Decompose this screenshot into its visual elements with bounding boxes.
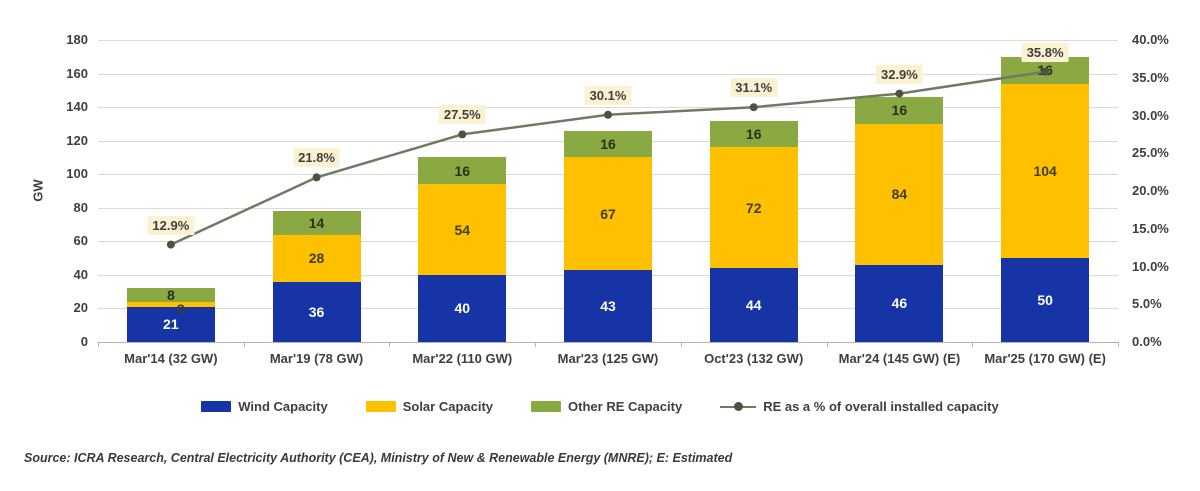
y-axis-tick-right: 5.0%: [1132, 296, 1162, 312]
bar-value-label: 8: [166, 287, 175, 304]
legend-line-marker: [720, 401, 757, 412]
bar-value-label: 16: [891, 102, 908, 119]
y-axis-tick-right: 15.0%: [1132, 220, 1169, 236]
bar-segment: [564, 269, 652, 342]
bar-segment: [126, 288, 215, 302]
line-value-label: 31.1%: [730, 78, 778, 98]
x-axis-tick: [98, 342, 99, 347]
line-value-label: 21.8%: [293, 148, 340, 168]
y-axis-title: GW: [30, 179, 46, 202]
line-marker: [604, 110, 612, 119]
x-axis-category-label: Mar'19 (78 GW): [269, 351, 364, 366]
line-value-label: 30.1%: [584, 85, 632, 105]
source-note: Source: ICRA Research, Central Electrici…: [24, 451, 733, 465]
bar-value-label: 43: [600, 297, 616, 314]
bar-segment: [855, 264, 944, 342]
gridline: [98, 73, 1118, 75]
bar-value-label: 14: [308, 214, 325, 231]
legend-item: Solar Capacity: [365, 399, 494, 414]
legend-label: RE as a % of overall installed capacity: [763, 399, 999, 414]
y-axis-tick-left: 0: [80, 334, 88, 349]
y-axis-tick-left: 20: [73, 300, 88, 316]
x-axis-category-label: Mar'24 (145 GW) (E): [838, 351, 961, 366]
bar-value-label: 44: [745, 297, 762, 314]
bar-value-label: 104: [1033, 162, 1057, 179]
bar-value-label: 40: [454, 300, 471, 317]
chart-legend: Wind Capacity Solar Capacity Other RE Capa…: [0, 399, 1200, 414]
bar-value-label: 3: [176, 300, 185, 317]
y-axis-tick-right: 40.0%: [1132, 32, 1169, 47]
legend-item: Wind Capacity: [201, 399, 328, 414]
y-axis-tick-right: 30.0%: [1132, 107, 1169, 123]
bar-segment: [418, 274, 507, 342]
x-axis-category-label: Oct'23 (132 GW): [704, 351, 804, 366]
y-axis-tick-left: 180: [66, 32, 88, 47]
bar-value-label: 16: [600, 136, 616, 153]
bar-value-label: 84: [891, 186, 908, 203]
y-axis-tick-left: 100: [66, 166, 88, 182]
x-axis-tick: [1118, 342, 1119, 347]
y-axis-tick-left: 140: [66, 99, 88, 115]
legend-item: Other RE Capacity: [531, 399, 682, 414]
bar-value-label: 46: [891, 295, 908, 312]
line-marker: [458, 130, 467, 139]
bar-value-label: 28: [308, 250, 325, 267]
y-axis-tick-left: 120: [66, 132, 88, 148]
bar-value-label: 21: [163, 316, 179, 333]
legend-line-dot: [734, 402, 744, 411]
x-axis-category-label: Mar'25 (170 GW) (E): [984, 351, 1106, 366]
gridline: [98, 40, 1118, 41]
x-axis-line: [98, 342, 1118, 343]
legend-item: RE as a % of overall installed capacity: [720, 399, 999, 414]
line-value-label: 35.8%: [1021, 42, 1069, 62]
y-axis-tick-right: 10.0%: [1132, 258, 1169, 274]
legend-label: Solar Capacity: [402, 399, 494, 414]
bar-segment: [126, 306, 215, 342]
bar-value-label: 16: [745, 125, 762, 142]
y-axis-tick-right: 0.0%: [1132, 334, 1162, 349]
bar-segment: [1001, 258, 1090, 342]
bar-value-label: 72: [745, 199, 762, 216]
x-axis-tick: [389, 342, 391, 347]
x-axis-tick: [243, 342, 245, 347]
line-value-label: 27.5%: [438, 105, 486, 125]
x-axis-category-label: Mar'22 (110 GW): [412, 351, 513, 366]
legend-swatch: [531, 401, 562, 412]
x-axis-tick: [535, 342, 537, 347]
y-axis-tick-left: 40: [73, 266, 88, 282]
x-axis-category-label: Mar'23 (125 GW): [557, 351, 659, 366]
y-axis-tick-right: 25.0%: [1132, 145, 1169, 161]
line-value-label: 12.9%: [147, 215, 195, 235]
y-axis-tick-right: 35.0%: [1132, 69, 1169, 85]
x-axis-category-label: Mar'14 (32 GW): [124, 351, 218, 366]
bar-segment: [126, 301, 215, 307]
bar-value-label: 50: [1037, 292, 1053, 309]
bar-segment: [709, 268, 798, 342]
bar-value-label: 36: [308, 303, 325, 320]
line-value-label: 32.9%: [875, 64, 923, 84]
x-axis-tick: [680, 342, 682, 347]
legend-label: Other RE Capacity: [568, 399, 683, 414]
bar-segment: [272, 281, 361, 342]
bar-value-label: 16: [1037, 62, 1053, 79]
bar-value-label: 67: [600, 205, 616, 222]
y-axis-tick-left: 60: [73, 233, 88, 249]
gridline: [98, 107, 1118, 109]
bar-value-label: 16: [454, 162, 471, 179]
bar-value-label: 54: [454, 221, 471, 238]
legend-label: Wind Capacity: [238, 399, 328, 414]
y-axis-tick-left: 80: [73, 199, 88, 215]
legend-swatch: [201, 401, 232, 412]
y-axis-tick-right: 20.0%: [1132, 183, 1169, 198]
x-axis-tick: [826, 342, 828, 347]
x-axis-tick: [972, 342, 974, 347]
y-axis-tick-left: 160: [66, 65, 88, 81]
legend-swatch: [365, 401, 396, 412]
